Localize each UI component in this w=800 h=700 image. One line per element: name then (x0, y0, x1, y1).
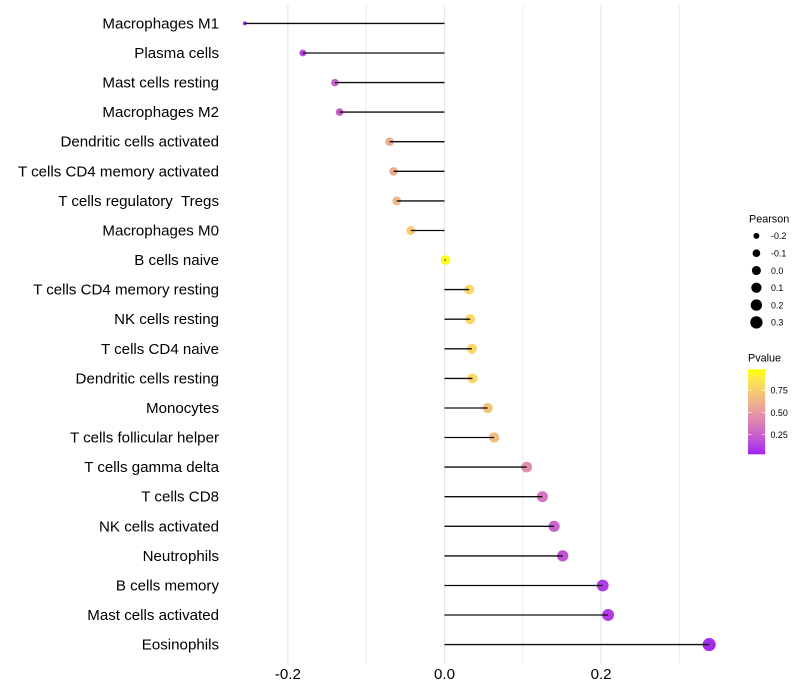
svg-text:0.3: 0.3 (771, 318, 783, 328)
svg-text:Mast cells activated: Mast cells activated (87, 607, 219, 624)
svg-text:Macrophages M2: Macrophages M2 (102, 104, 219, 121)
svg-text:Macrophages M1: Macrophages M1 (102, 15, 219, 32)
svg-text:T cells regulatory Tregs: T cells regulatory Tregs (58, 193, 219, 210)
svg-text:0.0: 0.0 (771, 266, 783, 276)
svg-text:0.0: 0.0 (434, 666, 455, 683)
svg-text:Monocytes: Monocytes (146, 400, 219, 417)
svg-text:B cells naive: B cells naive (134, 252, 219, 269)
svg-text:0.50: 0.50 (771, 408, 788, 418)
svg-text:0.2: 0.2 (771, 300, 783, 310)
svg-text:0.75: 0.75 (771, 386, 788, 396)
svg-text:Dendritic cells activated: Dendritic cells activated (60, 134, 219, 151)
svg-text:-0.1: -0.1 (771, 249, 786, 259)
svg-text:T cells CD8: T cells CD8 (141, 489, 219, 506)
svg-text:B cells memory: B cells memory (116, 578, 220, 595)
svg-text:NK cells resting: NK cells resting (114, 311, 219, 328)
svg-text:T cells CD4 memory activated: T cells CD4 memory activated (18, 163, 219, 180)
svg-text:NK cells activated: NK cells activated (99, 518, 219, 535)
svg-text:Eosinophils: Eosinophils (142, 637, 219, 654)
svg-text:-0.2: -0.2 (771, 231, 786, 241)
svg-text:-0.2: -0.2 (275, 666, 301, 683)
svg-text:Macrophages M0: Macrophages M0 (102, 223, 219, 240)
svg-text:Plasma cells: Plasma cells (134, 45, 219, 62)
svg-text:0.1: 0.1 (771, 283, 783, 293)
svg-text:Neutrophils: Neutrophils (143, 548, 219, 565)
svg-text:Dendritic cells resting: Dendritic cells resting (76, 370, 219, 387)
svg-text:0.2: 0.2 (591, 666, 612, 683)
svg-text:T cells follicular helper: T cells follicular helper (70, 430, 219, 447)
svg-text:Pearson: Pearson (749, 214, 789, 226)
svg-text:T cells CD4 naive: T cells CD4 naive (101, 341, 219, 358)
svg-text:Pvalue: Pvalue (748, 353, 781, 365)
svg-text:0.25: 0.25 (771, 430, 788, 440)
svg-text:T cells CD4 memory resting: T cells CD4 memory resting (33, 282, 219, 299)
svg-text:T cells gamma delta: T cells gamma delta (84, 459, 219, 476)
svg-text:Mast cells resting: Mast cells resting (102, 75, 219, 92)
